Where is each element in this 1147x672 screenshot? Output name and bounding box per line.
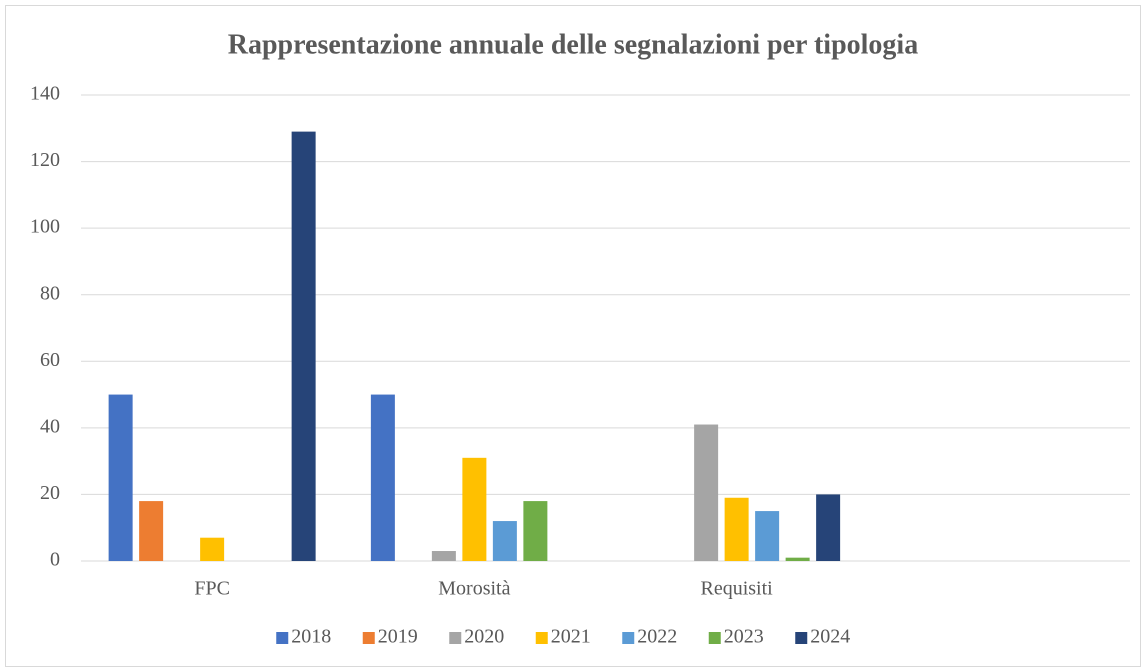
legend-label: 2022 <box>637 626 677 648</box>
y-tick-label: 40 <box>40 415 60 437</box>
bar <box>816 494 841 561</box>
legend-label: 2019 <box>378 626 418 648</box>
legend-swatch <box>708 632 721 644</box>
chart-border <box>5 5 1141 667</box>
legend-label: 2023 <box>724 626 764 648</box>
y-tick-label: 20 <box>40 482 60 504</box>
bar <box>755 511 780 561</box>
bar <box>370 394 395 561</box>
legend-swatch <box>622 632 635 644</box>
legend-swatch <box>276 632 289 644</box>
y-tick-label: 100 <box>30 216 60 238</box>
legend-label: 2021 <box>551 626 591 648</box>
legend-label: 2020 <box>464 626 504 648</box>
bar <box>694 424 719 561</box>
x-tick-label: FPC <box>194 578 230 600</box>
legend-label: 2024 <box>810 626 850 648</box>
legend-swatch <box>362 632 375 644</box>
chart-title: Rappresentazione annuale delle segnalazi… <box>228 29 918 60</box>
bar <box>523 501 548 561</box>
bar <box>785 557 810 561</box>
bar <box>724 497 749 561</box>
bar <box>431 551 456 561</box>
y-tick-label: 80 <box>40 282 60 304</box>
y-tick-label: 60 <box>40 349 60 371</box>
x-tick-label: Requisiti <box>701 578 774 600</box>
legend-swatch <box>535 632 548 644</box>
bar <box>492 521 517 561</box>
legend-label: 2018 <box>291 626 331 648</box>
bar <box>200 537 225 561</box>
y-tick-label: 120 <box>30 149 60 171</box>
y-tick-label: 140 <box>30 83 60 105</box>
x-tick-label: Morosità <box>438 578 510 600</box>
y-tick-label: 0 <box>50 549 60 571</box>
legend-swatch <box>449 632 462 644</box>
bar <box>108 394 133 561</box>
legend-swatch <box>795 632 808 644</box>
bar <box>462 457 487 561</box>
bar <box>139 501 164 561</box>
bar <box>291 131 316 561</box>
